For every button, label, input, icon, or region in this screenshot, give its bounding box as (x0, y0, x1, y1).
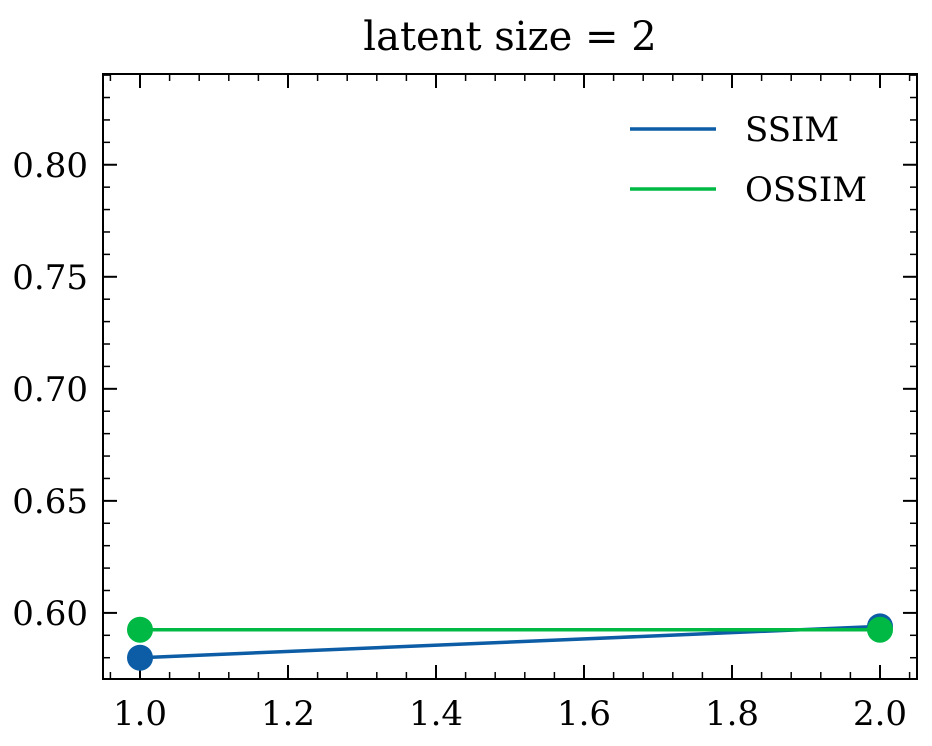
legend-label-ssim: SSIM (745, 110, 839, 150)
data-point-ssim (127, 644, 153, 671)
x-tick-label: 1.8 (705, 694, 759, 734)
y-tick-label: 0.65 (12, 482, 88, 522)
y-tick-label: 0.75 (12, 258, 88, 298)
plot-area: 1.0 1.2 1.4 1.6 1.8 2.0 0.60 0.65 0.70 0.75 0.80 SS… (12, 73, 918, 734)
chart-title: latent size = 2 (363, 14, 656, 60)
x-tick-label: 2.0 (853, 694, 907, 734)
x-tick-label: 1.4 (409, 694, 463, 734)
data-point-ossim (867, 616, 893, 643)
y-tick-label: 0.80 (12, 146, 88, 186)
legend-label-ossim: OSSIM (745, 170, 867, 210)
series-line-ssim (139, 624, 881, 660)
y-tick-label: 0.60 (12, 594, 88, 634)
data-point-ossim (127, 616, 153, 643)
plot-frame (102, 73, 918, 680)
y-tick-label: 0.70 (12, 370, 88, 410)
x-tick-label: 1.2 (261, 694, 315, 734)
x-tick-label: 1.6 (557, 694, 611, 734)
x-tick-label: 1.0 (113, 694, 167, 734)
